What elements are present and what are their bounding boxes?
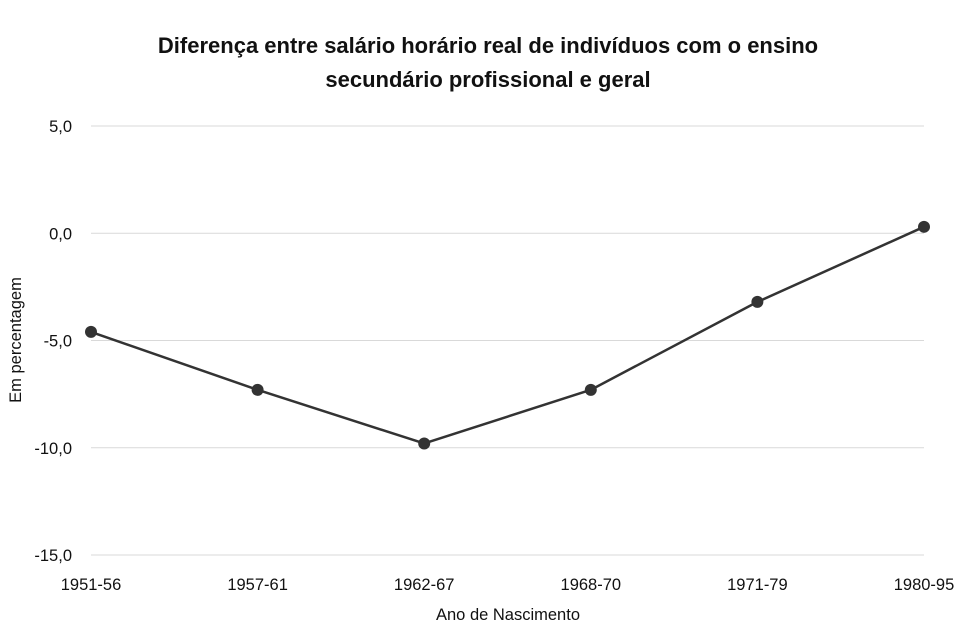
data-point xyxy=(751,295,764,308)
x-tick-label: 1957-61 xyxy=(227,576,288,594)
x-tick-label: 1980-95 xyxy=(894,576,955,594)
data-point xyxy=(85,325,97,338)
x-axis-title: Ano de Nascimento xyxy=(436,606,580,624)
y-axis-title: Em percentagem xyxy=(7,277,25,403)
x-tick-label: 1968-70 xyxy=(561,576,622,594)
y-tick-label: 5,0 xyxy=(49,118,72,136)
chart-title-line-1: Diferença entre salário horário real de … xyxy=(158,33,818,58)
y-tick-label: 0,0 xyxy=(49,225,72,243)
series-group xyxy=(85,220,930,450)
gridlines xyxy=(91,125,924,556)
y-axis-ticks: 5,0 0,0 -5,0 -10,0 -15,0 xyxy=(34,118,72,565)
data-point xyxy=(918,220,930,233)
x-tick-label: 1971-79 xyxy=(727,576,788,594)
data-point xyxy=(251,383,264,396)
data-point xyxy=(584,383,597,396)
y-tick-label: -5,0 xyxy=(44,333,72,351)
data-point xyxy=(418,437,431,450)
chart-title-line-2: secundário profissional e geral xyxy=(325,67,650,92)
x-axis-ticks: 1951-56 1957-61 1962-67 1968-70 1971-79 1980-… xyxy=(61,576,955,594)
y-tick-label: -15,0 xyxy=(34,547,72,565)
series-line xyxy=(90,225,925,445)
x-tick-label: 1962-67 xyxy=(394,576,455,594)
x-tick-label: 1951-56 xyxy=(61,576,122,594)
y-tick-label: -10,0 xyxy=(34,440,72,458)
